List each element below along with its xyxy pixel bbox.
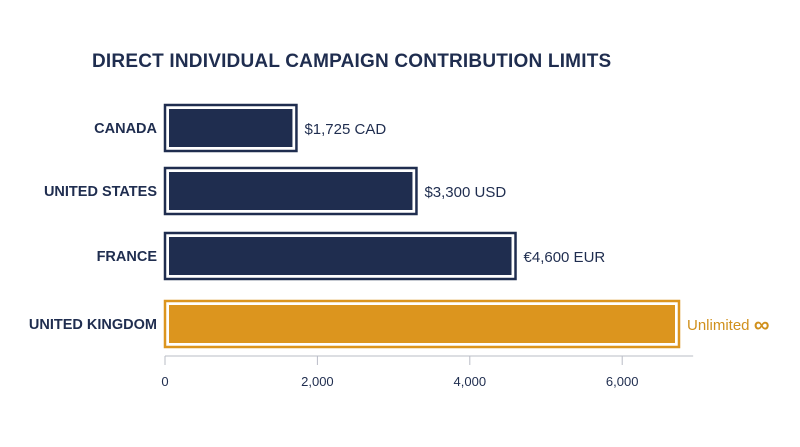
bar-group-canada: CANADA $1,725 CAD <box>94 103 386 153</box>
bars: CANADA $1,725 CAD UNITED STATES $3,300 USD F… <box>29 103 769 349</box>
category-label: UNITED KINGDOM <box>29 317 157 333</box>
value-label: €4,600 EUR <box>524 249 606 266</box>
category-label: FRANCE <box>97 249 158 265</box>
value-label: $1,725 CAD <box>304 121 386 138</box>
bar-group-united-kingdom: UNITED KINGDOM Unlimited ∞ <box>29 299 769 349</box>
category-label: CANADA <box>94 121 157 137</box>
x-tick-label: 2,000 <box>301 374 334 389</box>
x-tick-label: 0 <box>161 374 168 389</box>
chart-title: DIRECT INDIVIDUAL CAMPAIGN CONTRIBUTION … <box>92 51 611 72</box>
value-label: $3,300 USD <box>424 184 506 201</box>
x-tick-label: 4,000 <box>454 374 487 389</box>
x-axis: 0 2,000 4,000 6,000 <box>161 355 694 389</box>
bar <box>169 172 413 210</box>
bar <box>169 305 675 343</box>
bar-group-united-states: UNITED STATES $3,300 USD <box>44 166 506 216</box>
category-label: UNITED STATES <box>44 184 157 200</box>
x-tick-label: 6,000 <box>606 374 639 389</box>
bar-group-france: FRANCE €4,600 EUR <box>97 231 606 281</box>
bar <box>169 109 293 147</box>
value-label: Unlimited ∞ <box>687 312 769 337</box>
bar <box>169 237 512 275</box>
